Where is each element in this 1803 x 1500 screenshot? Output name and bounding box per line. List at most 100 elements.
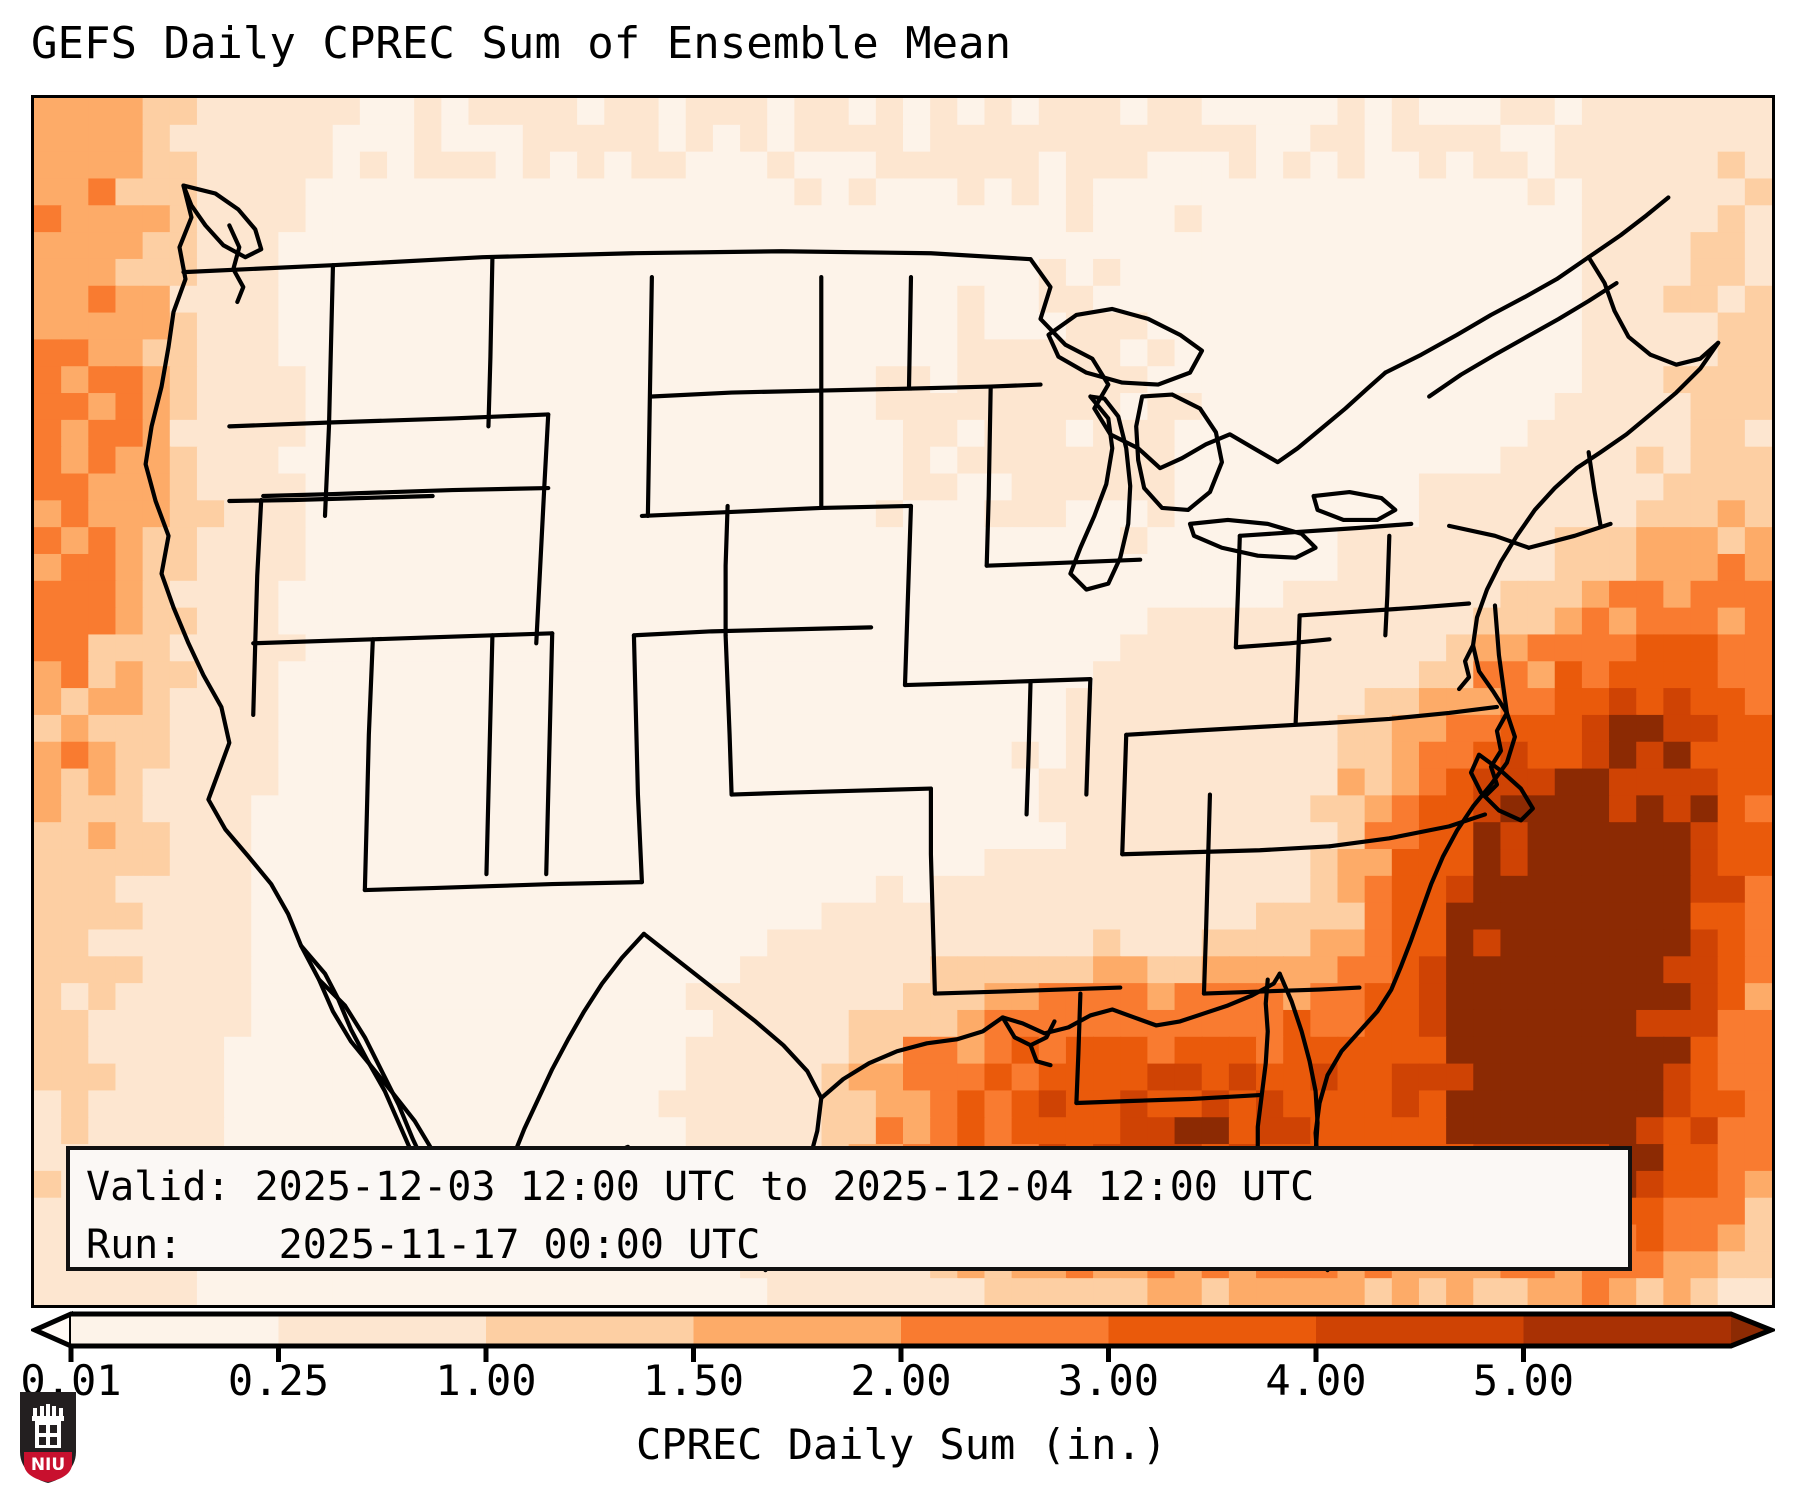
heatmap-cell [1744,688,1772,716]
heatmap-cell [903,178,932,207]
heatmap-cell [685,1036,714,1065]
heatmap-cell [441,1117,470,1145]
heatmap-cell [1663,500,1692,529]
heatmap-cell [1663,822,1692,850]
heatmap-cell [1609,1278,1638,1305]
heatmap-cell [1038,688,1067,716]
heatmap-cell [1690,527,1719,555]
heatmap-cell [1527,929,1556,958]
heatmap-cell [88,688,117,716]
heatmap-cell [1527,473,1556,502]
heatmap-cell [305,312,334,341]
border-line [1028,257,1388,471]
heatmap-cell [767,473,796,502]
heatmap-cell [1011,473,1040,502]
heatmap-cell [1527,232,1556,260]
heatmap-cell [1364,1009,1393,1038]
heatmap-cell [196,527,225,555]
heatmap-cell [1283,795,1312,824]
heatmap-cell [1310,312,1339,341]
heatmap-cell [495,500,524,529]
heatmap-cell [549,661,579,689]
niu-logo: NIU [18,1390,78,1485]
heatmap-cell [115,902,144,931]
border-line [1447,523,1531,550]
heatmap-cell [1609,688,1638,716]
heatmap-cell [1147,822,1176,850]
heatmap-cell [577,607,606,636]
heatmap-cell [1609,634,1638,663]
heatmap-cell [115,258,144,287]
heatmap-cell [712,232,741,260]
heatmap-cell [115,1278,144,1305]
heatmap-cell [930,688,959,716]
heatmap-cell [1663,1170,1692,1199]
heatmap-cell [61,205,90,234]
heatmap-cell [1527,98,1556,126]
heatmap-cell [767,500,796,529]
heatmap-cell [468,1063,497,1092]
heatmap-cell [631,527,660,555]
heatmap-cell [1201,124,1230,153]
heatmap-cell [88,527,117,555]
heatmap-cell [1256,1278,1285,1305]
heatmap-cell [1228,312,1257,341]
heatmap-cell [332,714,361,743]
heatmap-cell [196,419,225,448]
heatmap-cell [767,258,796,287]
heatmap-cell [577,661,606,689]
heatmap-cell [251,741,280,770]
heatmap-cell [1310,339,1339,368]
heatmap-cell [1690,285,1719,314]
heatmap-cell [604,1009,633,1038]
heatmap-cell [1038,741,1067,770]
heatmap-cell [658,580,687,609]
heatmap-cell [1038,1278,1067,1305]
heatmap-cell [224,902,253,931]
heatmap-cell [930,312,959,341]
heatmap-cell [1391,285,1420,314]
heatmap-cell [468,1009,497,1038]
heatmap-cell [1228,1036,1257,1065]
heatmap-cell [441,124,470,153]
heatmap-cell [278,634,307,663]
heatmap-cell [767,393,796,421]
heatmap-cell [1663,875,1692,904]
heatmap-cell [740,822,769,850]
heatmap-cell [1065,124,1094,153]
heatmap-cell [1065,822,1094,850]
heatmap-cell [1690,178,1719,207]
heatmap-cell [1391,688,1420,716]
heatmap-cell [1418,500,1448,529]
heatmap-cell [821,473,850,502]
heatmap-cell [61,714,90,743]
heatmap-cell [957,500,986,529]
heatmap-cell [278,527,307,555]
heatmap-cell [305,929,334,958]
heatmap-cell [332,607,361,636]
heatmap-cell [875,1278,904,1305]
heatmap-cell [1228,849,1257,877]
heatmap-cell [549,393,579,421]
heatmap-cell [1446,473,1475,502]
heatmap-cell [1093,956,1122,985]
heatmap-cell [767,1117,796,1145]
heatmap-cell [1364,688,1393,716]
heatmap-cell [740,312,769,341]
heatmap-cell [495,688,524,716]
heatmap-cell [1256,875,1285,904]
heatmap-cell [1337,929,1366,958]
heatmap-cell [1554,1117,1583,1145]
heatmap-cell [1337,956,1366,985]
heatmap-cell [794,661,823,689]
colorbar-svg [31,1310,1775,1362]
heatmap-cell [1038,258,1067,287]
heatmap-cell [332,1117,361,1145]
heatmap-cell [1011,312,1040,341]
heatmap-cell [1228,688,1257,716]
heatmap-cell [604,124,633,153]
heatmap-cell [957,285,986,314]
heatmap-cell [631,1063,660,1092]
heatmap-cell [115,822,144,850]
heatmap-cell [495,1278,524,1305]
